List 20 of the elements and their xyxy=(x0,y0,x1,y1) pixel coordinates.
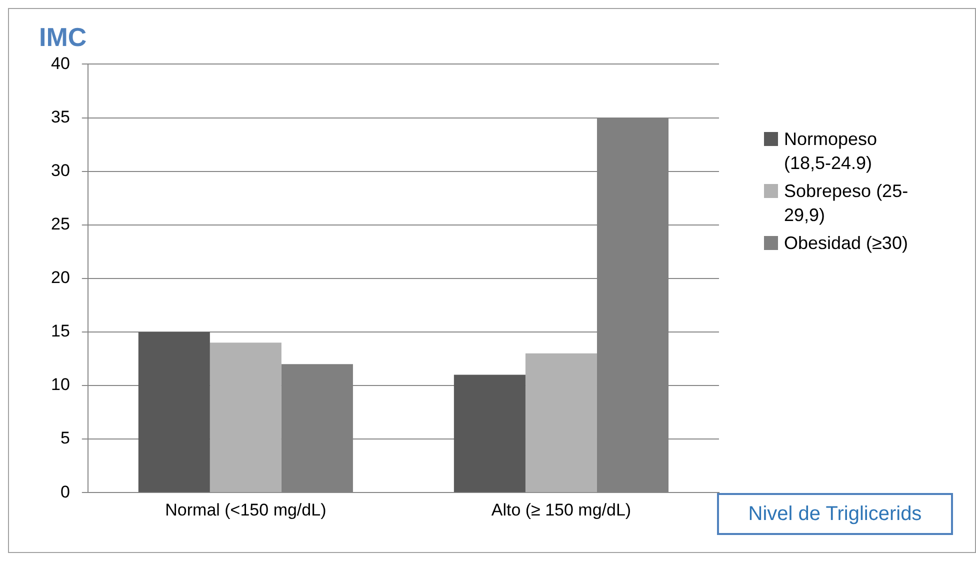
legend-label: Sobrepeso (25-29,9) xyxy=(784,180,910,227)
chart-title: IMC xyxy=(39,22,87,52)
legend-label: Obesidad (≥30) xyxy=(784,232,909,255)
y-tick-label: 20 xyxy=(50,268,70,288)
y-tick-label: 15 xyxy=(50,322,70,341)
legend-label: Normopeso (18,5-24.9) xyxy=(784,128,878,175)
bar xyxy=(454,374,526,492)
bar xyxy=(525,353,597,492)
x-tick-label: Normal (<150 mg/dL) xyxy=(165,500,326,520)
y-tick-label: 0 xyxy=(60,482,70,502)
y-tick-label: 35 xyxy=(50,107,70,126)
y-tick-label: 25 xyxy=(50,214,70,234)
y-tick-label: 10 xyxy=(50,375,70,394)
y-tick-label: 40 xyxy=(50,54,70,73)
x-tick-label: Alto (≥ 150 mg/dL) xyxy=(491,500,632,520)
x-axis-title: Nivel de Triglicerids xyxy=(717,493,953,535)
y-tick-label: 5 xyxy=(60,428,70,448)
y-tick-label: 30 xyxy=(50,160,70,180)
bar xyxy=(210,342,282,492)
bar xyxy=(138,332,210,492)
